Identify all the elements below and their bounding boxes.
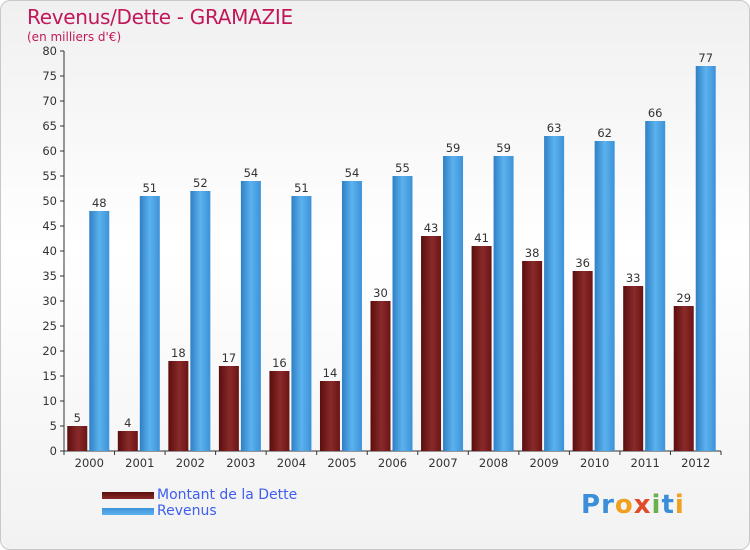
y-tick-label: 15 — [42, 369, 57, 383]
x-tick-label: 2002 — [176, 456, 205, 470]
y-tick-label: 75 — [42, 69, 57, 83]
y-tick-label: 10 — [42, 394, 57, 408]
logo-letter: o — [614, 490, 634, 520]
chart-title: Revenus/Dette - GRAMAZIE — [27, 5, 293, 29]
y-tick-label: 60 — [42, 144, 57, 158]
x-tick-label: 2011 — [631, 456, 660, 470]
bar-dette — [117, 431, 138, 451]
x-tick-label: 2004 — [277, 456, 306, 470]
logo-letter: x — [633, 490, 652, 520]
data-label-dette: 30 — [373, 286, 388, 300]
x-tick-label: 2000 — [75, 456, 104, 470]
y-tick-label: 55 — [42, 169, 57, 183]
bar-dette — [269, 371, 290, 451]
bar-revenus — [240, 181, 261, 451]
chart-subtitle: (en milliers d'€) — [27, 30, 122, 44]
y-tick-label: 0 — [50, 444, 57, 458]
y-tick-label: 40 — [42, 244, 57, 258]
data-label-dette: 4 — [124, 416, 131, 430]
data-label-revenus: 55 — [395, 161, 410, 175]
bar-revenus — [341, 181, 362, 451]
bar-revenus — [190, 191, 211, 451]
data-label-revenus: 51 — [142, 181, 157, 195]
bar-dette — [67, 426, 88, 451]
data-label-revenus: 48 — [92, 196, 107, 210]
y-tick-label: 50 — [42, 194, 57, 208]
bar-dette — [572, 271, 593, 451]
legend-label-dette: Montant de la Dette — [157, 487, 298, 503]
bar-revenus — [695, 66, 716, 451]
bar-dette — [522, 261, 543, 451]
y-tick-label: 70 — [42, 94, 57, 108]
bar-revenus — [493, 156, 514, 451]
x-tick-label: 2003 — [226, 456, 255, 470]
legend-label-revenus: Revenus — [157, 503, 217, 519]
x-tick-label: 2001 — [125, 456, 154, 470]
data-label-dette: 41 — [474, 231, 489, 245]
bar-revenus — [594, 141, 615, 451]
logo-letter: i — [651, 490, 662, 520]
data-label-revenus: 54 — [345, 166, 360, 180]
bar-revenus — [291, 196, 312, 451]
data-label-revenus: 77 — [698, 51, 713, 65]
y-tick-label: 35 — [42, 269, 57, 283]
x-tick-label: 2010 — [580, 456, 609, 470]
bar-revenus — [645, 121, 666, 451]
y-tick-label: 65 — [42, 119, 57, 133]
x-tick-label: 2005 — [327, 456, 356, 470]
x-tick-label: 2007 — [428, 456, 457, 470]
bar-dette — [319, 381, 340, 451]
data-label-dette: 18 — [171, 346, 186, 360]
data-label-dette: 14 — [323, 366, 338, 380]
y-tick-label: 80 — [42, 44, 57, 58]
logo-letter: t — [661, 490, 675, 520]
data-label-dette: 5 — [74, 411, 81, 425]
data-label-dette: 16 — [272, 356, 287, 370]
data-label-dette: 43 — [424, 221, 439, 235]
x-tick-label: 2006 — [378, 456, 407, 470]
data-label-revenus: 59 — [496, 141, 511, 155]
bar-revenus — [139, 196, 160, 451]
data-label-revenus: 62 — [597, 126, 612, 140]
logo-letter: r — [601, 490, 615, 520]
legend-swatch-revenus — [102, 508, 154, 515]
data-label-revenus: 63 — [547, 121, 562, 135]
data-label-revenus: 66 — [648, 106, 663, 120]
bar-dette — [623, 286, 644, 451]
x-tick-label: 2008 — [479, 456, 508, 470]
x-tick-label: 2009 — [529, 456, 558, 470]
bar-revenus — [443, 156, 464, 451]
y-tick-label: 25 — [42, 319, 57, 333]
data-label-revenus: 51 — [294, 181, 309, 195]
bar-dette — [421, 236, 442, 451]
data-label-revenus: 52 — [193, 176, 208, 190]
y-tick-label: 5 — [50, 419, 57, 433]
data-label-dette: 38 — [525, 246, 540, 260]
logo-letter: i — [674, 490, 685, 520]
bar-dette — [168, 361, 189, 451]
y-tick-label: 30 — [42, 294, 57, 308]
data-label-dette: 33 — [626, 271, 641, 285]
data-label-revenus: 59 — [446, 141, 461, 155]
data-label-revenus: 54 — [244, 166, 259, 180]
legend-swatch-dette — [102, 492, 154, 499]
x-tick-label: 2012 — [681, 456, 710, 470]
bar-revenus — [544, 136, 565, 451]
y-tick-label: 45 — [42, 219, 57, 233]
bar-dette — [471, 246, 492, 451]
y-tick-label: 20 — [42, 344, 57, 358]
bar-dette — [673, 306, 694, 451]
logo-letter: P — [581, 490, 602, 520]
bar-revenus — [89, 211, 110, 451]
data-label-dette: 17 — [222, 351, 237, 365]
data-label-dette: 29 — [676, 291, 691, 305]
proxiti-logo: Proxiti — [581, 490, 685, 520]
bar-dette — [370, 301, 391, 451]
bar-dette — [218, 366, 239, 451]
data-label-dette: 36 — [575, 256, 590, 270]
bar-revenus — [392, 176, 413, 451]
